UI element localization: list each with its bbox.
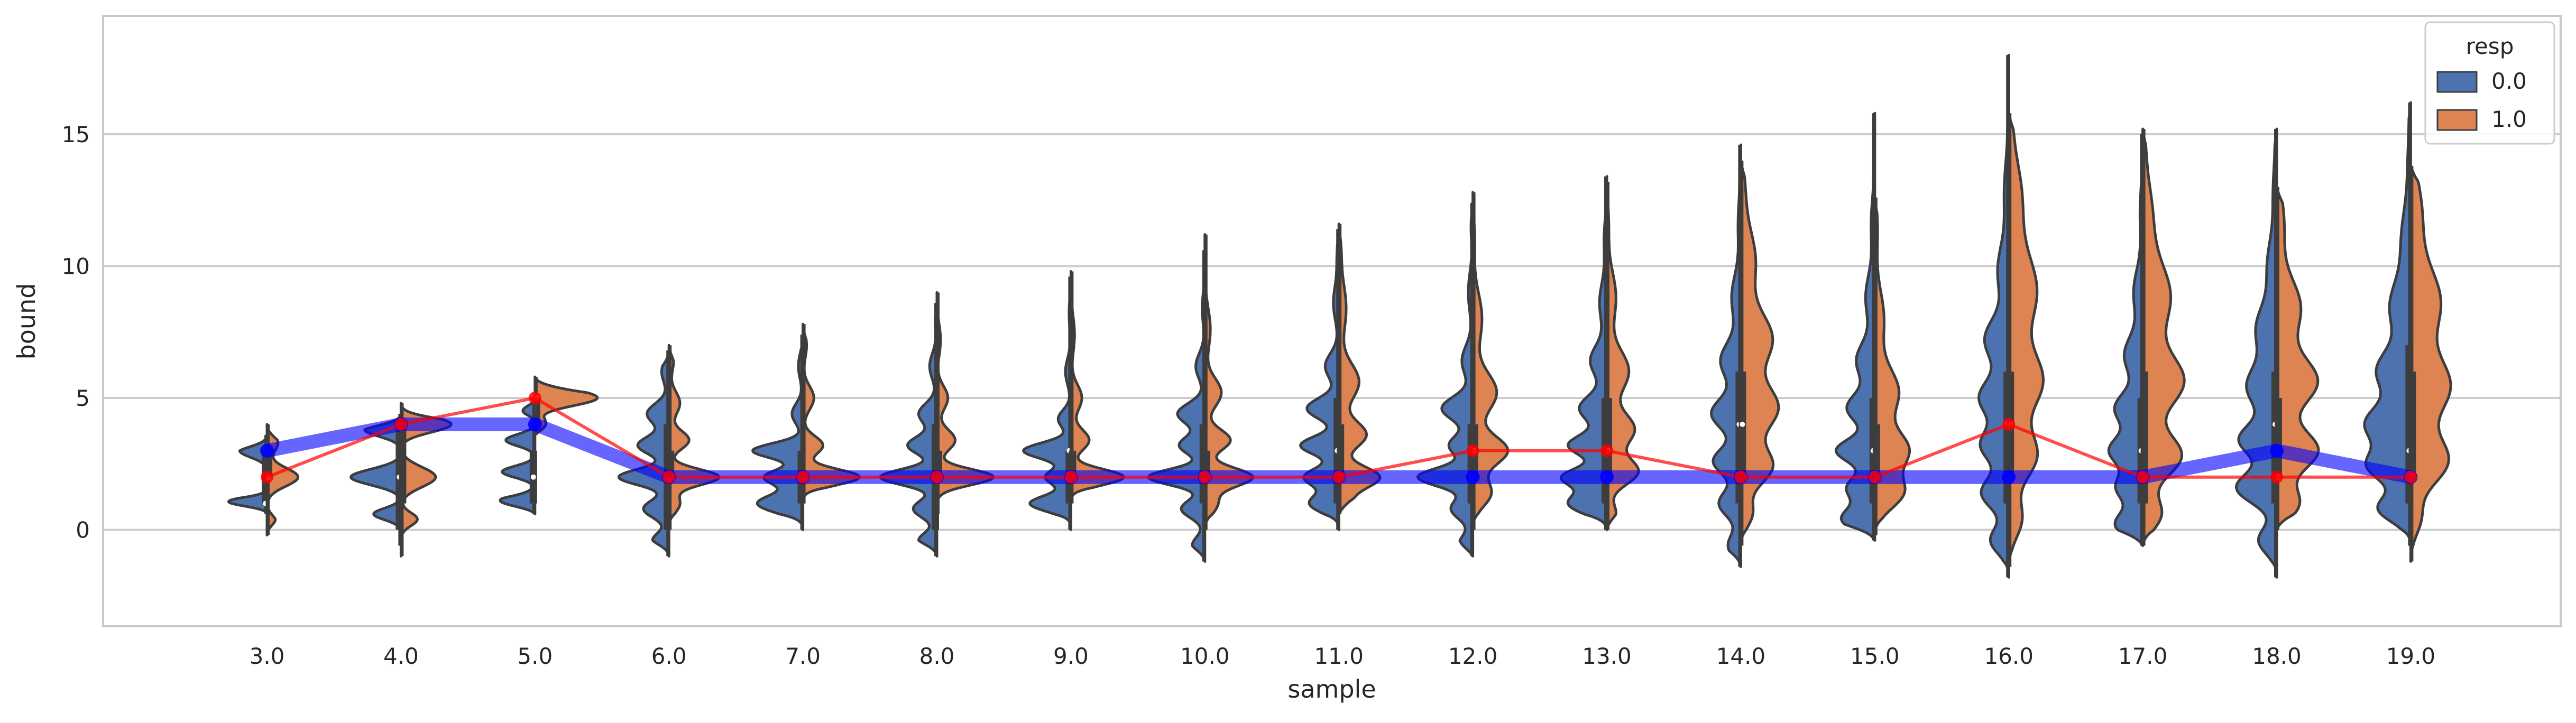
x-tick-label: 17.0 (2118, 643, 2168, 669)
blue-series-point (260, 443, 274, 458)
violin-half-resp-0.0 (2234, 127, 2278, 579)
legend-title: resp (2466, 33, 2514, 59)
y-tick-label: 15 (62, 122, 90, 147)
blue-series-point (1466, 470, 1480, 484)
red-series-point (1868, 470, 1881, 484)
x-tick-label: 11.0 (1314, 643, 1364, 669)
x-tick-label: 13.0 (1582, 643, 1632, 669)
axes: 0 5 10 15 3.0 4.0 5.0 6.0 7.0 8.0 9.0 10.0 11.0 12.0 1… (62, 122, 2436, 669)
violin-box (2275, 398, 2282, 477)
legend-swatch-resp-0 (2436, 71, 2478, 93)
violin-median (530, 474, 536, 480)
violin-box (399, 424, 407, 504)
x-tick-label: 15.0 (1850, 643, 1900, 669)
x-tick-label: 9.0 (1053, 643, 1089, 669)
x-tick-label: 4.0 (383, 643, 419, 669)
red-series-point (663, 470, 676, 484)
red-series-point (931, 470, 943, 484)
x-tick-label: 8.0 (919, 643, 955, 669)
x-tick-label: 12.0 (1448, 643, 1498, 669)
violin-box (2408, 372, 2416, 477)
blue-series-point (2002, 470, 2016, 484)
violin-box (1605, 398, 1612, 477)
red-series-point (2404, 470, 2417, 484)
x-tick-label: 3.0 (250, 643, 285, 669)
x-tick-label: 18.0 (2252, 643, 2302, 669)
violin-half-resp-0.0 (617, 349, 670, 558)
red-series-point (796, 470, 809, 484)
red-series-point (1734, 470, 1747, 484)
violin-box (1872, 424, 1880, 477)
blue-series-point (1600, 470, 1614, 484)
y-tick-label: 0 (76, 517, 90, 543)
red-series-point (261, 470, 273, 484)
x-tick-label: 10.0 (1180, 643, 1230, 669)
blue-series-point (2270, 443, 2284, 458)
y-tick-label: 10 (62, 254, 90, 280)
legend-swatch-resp-1 (2436, 109, 2478, 131)
red-series-point (1600, 444, 1613, 457)
y-axis-label: bound (12, 283, 41, 360)
red-series-point (2002, 418, 2016, 431)
legend-label-resp-0: 0.0 (2491, 68, 2527, 94)
x-tick-label: 19.0 (2386, 643, 2436, 669)
violin-median (1740, 421, 1745, 427)
legend: resp 0.0 1.0 (2424, 21, 2555, 145)
mean-lines (260, 392, 2418, 484)
red-series-point (2136, 470, 2149, 484)
red-series-point (394, 418, 408, 431)
red-series-point (1064, 470, 1078, 484)
legend-label-resp-1: 1.0 (2491, 106, 2527, 132)
x-tick-label: 14.0 (1716, 643, 1766, 669)
red-series-point (528, 392, 541, 404)
x-tick-label: 16.0 (1984, 643, 2034, 669)
blue-series-point (528, 417, 542, 431)
y-tick-label: 5 (76, 385, 90, 411)
red-series-point (1466, 444, 1479, 457)
red-series-point (1332, 470, 1346, 484)
violin-half-resp-1.0 (2007, 112, 2045, 568)
violin-box (1337, 424, 1345, 477)
x-tick-label: 6.0 (651, 643, 687, 669)
x-tick-label: 7.0 (785, 643, 821, 669)
red-series-point (1198, 470, 1211, 484)
x-axis-label: sample (1287, 675, 1376, 703)
plot-frame (102, 15, 2562, 627)
x-tick-label: 5.0 (517, 643, 553, 669)
violin-half-resp-1.0 (2409, 164, 2452, 563)
violin-half-resp-1.0 (1337, 223, 1382, 516)
red-series-point (2270, 470, 2283, 484)
violin-half-resp-1.0 (2275, 186, 2320, 531)
